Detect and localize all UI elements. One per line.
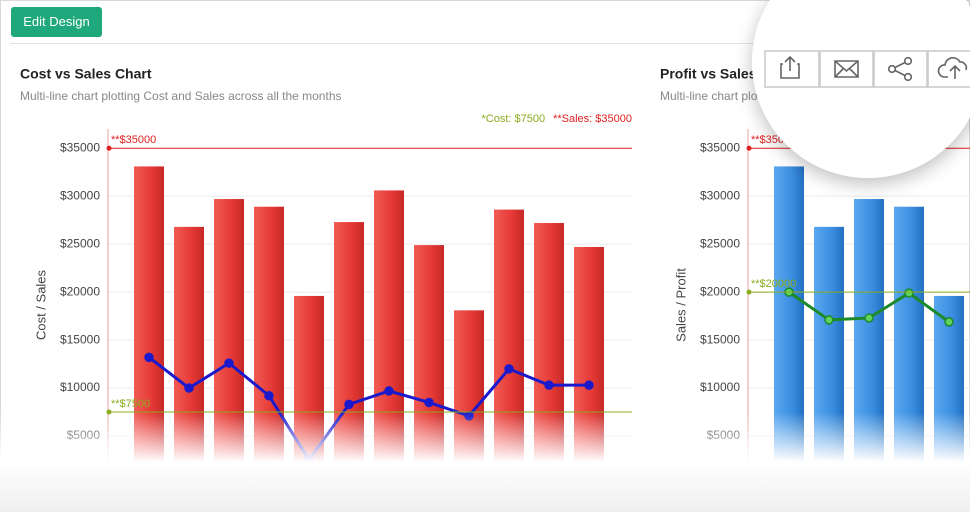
reference-label: **$35000 [111,134,156,146]
lens [752,0,970,178]
line-marker [224,358,234,368]
y-tick-label: $25000 [700,236,740,250]
edit-design-button[interactable] [11,7,102,37]
chart-subtitle: Multi-line chart plo [660,89,758,103]
y-tick-label: $20000 [60,284,100,298]
line-marker [344,399,354,410]
legend-entry: **Sales: $35000 [553,113,632,125]
y-tick-label: $30000 [700,188,740,202]
line-marker [584,380,594,390]
y-tick-label: $15000 [60,332,100,346]
export-icon [780,55,800,79]
line-marker [504,364,514,374]
line-marker [384,386,394,396]
reference-label: **$20000 [751,278,796,290]
line-marker [864,313,874,323]
y-tick-label: $10000 [60,380,100,394]
chart-subtitle: Multi-line chart plotting Cost and Sales… [20,89,342,103]
y-axis-title: Sales / Profit [673,268,688,342]
line-marker [184,383,194,393]
line-marker [944,317,954,327]
line-marker [824,315,834,325]
line-marker [144,352,154,363]
line-marker [424,397,434,408]
chart-title: Cost vs Sales Chart [20,66,152,82]
upload-button[interactable] [927,50,970,88]
toolbar [764,50,970,88]
y-tick-label: $10000 [700,380,740,394]
button-label[interactable]: Edit Design [23,14,89,29]
y-tick-label: $35000 [700,140,740,154]
export-button[interactable] [764,50,820,88]
chart-title: Profit vs Sales [660,66,757,82]
email-icon [834,60,859,78]
y-tick-label: $20000 [700,284,740,298]
y-tick-label: $15000 [700,332,740,346]
line-marker [264,390,274,401]
line [148,356,589,462]
share-icon [887,64,897,74]
share-icon [903,72,913,82]
y-tick-label: $30000 [60,188,100,202]
share-button[interactable] [873,50,928,88]
share-icon [903,56,913,66]
share-icon [894,61,906,77]
upload-icon [937,57,968,79]
reference-label: **$7500 [111,398,150,410]
line-marker [544,380,554,390]
y-axis-title: Cost / Sales [33,269,48,340]
email-button[interactable] [819,50,874,88]
line-marker [904,288,914,298]
reference-dot [746,145,752,151]
magnifier [752,0,970,178]
y-tick-label: $35000 [60,140,100,154]
fade-overlay [0,412,970,512]
reference-dot [746,289,752,295]
legend-entry: *Cost: $7500 [481,113,545,125]
reference-dot [106,145,112,151]
y-tick-label: $25000 [60,236,100,250]
